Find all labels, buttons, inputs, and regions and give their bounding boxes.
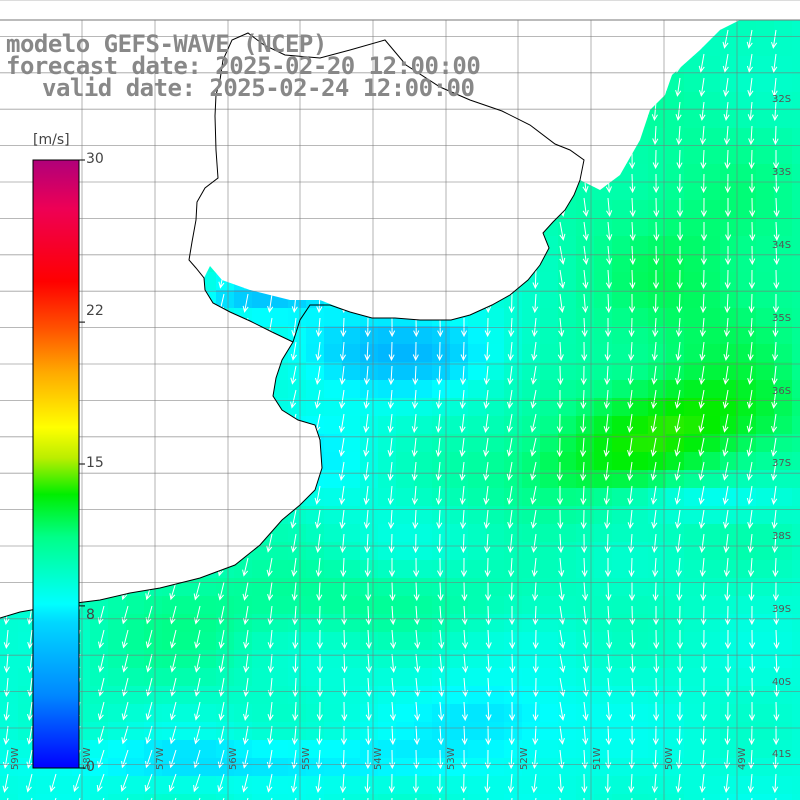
longitude-label: 49W (737, 747, 748, 770)
map-title: modelo GEFS-WAVE (NCEP) (6, 30, 327, 58)
latitude-label: 37S (772, 458, 791, 469)
latitude-label: 35S (772, 313, 791, 324)
latitude-labels: 32S 33S 34S 35S 36S 37S 38S 39S 40S 41S (772, 94, 791, 760)
longitude-label: 58W (82, 747, 93, 770)
latitude-label: 36S (772, 386, 791, 397)
colorbar-unit: [m/s] (33, 132, 70, 148)
latitude-label: 39S (772, 604, 791, 615)
longitude-label: 52W (519, 747, 530, 770)
colorbar-tick-label: 8 (86, 607, 95, 623)
coastline (0, 32, 585, 619)
longitude-label: 56W (228, 747, 239, 770)
longitude-label: 55W (301, 747, 312, 770)
longitude-label: 57W (155, 747, 166, 770)
latitude-label: 40S (772, 677, 791, 688)
longitude-label: 50W (664, 747, 675, 770)
colorbar-tick-label: 30 (86, 151, 104, 167)
longitude-label: 54W (373, 747, 384, 770)
latitude-label: 32S (772, 94, 791, 105)
colorbar (32, 159, 80, 769)
valid-date: valid date: 2025-02-24 12:00:00 (42, 74, 475, 102)
colorbar-tick-label: 22 (86, 303, 104, 319)
colorbar-ticks (79, 159, 85, 769)
longitude-label: 53W (446, 747, 457, 770)
latitude-label: 38S (772, 531, 791, 542)
latitude-label: 34S (772, 240, 791, 251)
longitude-label: 51W (592, 747, 603, 770)
colorbar-tick-label: 15 (86, 455, 104, 471)
longitude-label: 59W (10, 747, 21, 770)
longitude-labels: 59W 58W 57W 56W 55W 54W 53W 52W 51W 50W 49W (10, 747, 748, 770)
forecast-date: forecast date: 2025-02-20 12:00:00 (6, 52, 481, 80)
latitude-label: 41S (772, 749, 791, 760)
latitude-label: 33S (772, 167, 791, 178)
colorbar-tick-label: 0 (86, 759, 95, 775)
